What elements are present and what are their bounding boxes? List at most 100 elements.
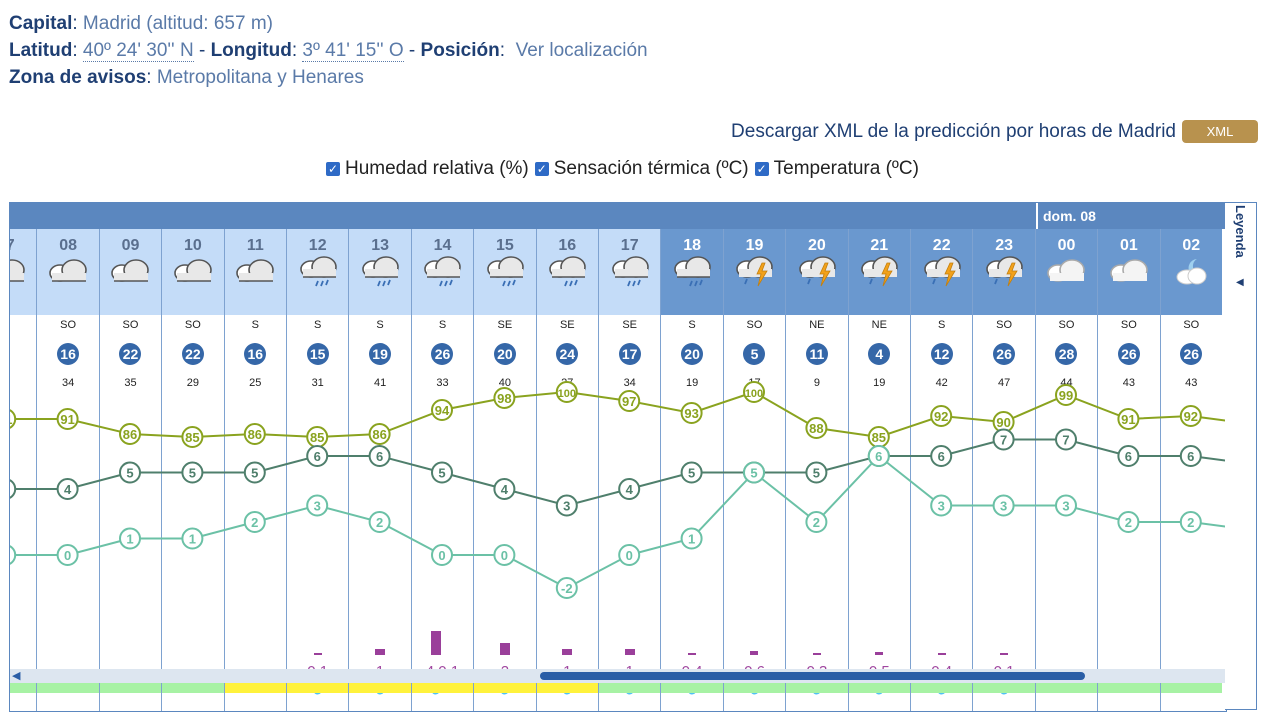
checkbox-checked-icon[interactable]: ✓ — [754, 162, 769, 176]
wind-speed: 11 — [805, 343, 828, 365]
download-xml-link[interactable]: Descargar XML de la predicción por horas… — [731, 120, 1176, 142]
hour-header: 19 — [723, 229, 786, 315]
hour-label: 23 — [995, 237, 1013, 254]
hour-header: 09 — [99, 229, 162, 315]
data-point: 7 — [992, 428, 1015, 451]
storm-icon — [980, 255, 1028, 294]
wind-gust: 40 — [498, 377, 511, 389]
wind-direction: SO — [746, 319, 763, 331]
hour-header: 16 — [536, 229, 598, 315]
storm-icon — [730, 255, 778, 294]
check-label: Temperatura (ºC) — [773, 158, 919, 179]
svg-text:5: 5 — [126, 466, 133, 481]
data-point: 88 — [805, 417, 828, 439]
data-point: 1 — [181, 527, 204, 550]
svg-text:6: 6 — [1125, 449, 1132, 464]
svg-text:2: 2 — [1187, 515, 1194, 530]
ver-localizacion-link[interactable]: Ver localización — [515, 40, 648, 61]
cloud-icon — [106, 255, 154, 290]
check-temperatura[interactable]: ✓ Temperatura (ºC) — [754, 158, 919, 180]
hour-label: 16 — [558, 237, 577, 254]
legend-toggle-icon[interactable]: ◀ — [1236, 277, 1244, 288]
wind-gust: 9 — [813, 377, 820, 389]
checkbox-checked-icon[interactable]: ✓ — [326, 162, 340, 176]
hour-header: 11 — [224, 229, 286, 315]
data-point: 3 — [992, 494, 1015, 517]
wind-speed: 5 — [743, 343, 766, 365]
precip-bar — [812, 653, 821, 655]
zona-label: Zona de avisos — [9, 67, 147, 88]
svg-text:5: 5 — [688, 466, 695, 481]
scroll-thumb[interactable] — [540, 672, 1085, 680]
cloud-icon — [231, 255, 279, 290]
hour-column: 22S12420.4💧 — [910, 229, 973, 711]
rain-icon — [356, 255, 404, 294]
svg-text:86: 86 — [248, 427, 262, 442]
wind-direction: SO — [122, 319, 139, 331]
rain-icon — [543, 255, 591, 294]
data-point: 91 — [56, 408, 79, 430]
svg-text:3: 3 — [563, 499, 570, 514]
checkbox-checked-icon[interactable]: ✓ — [534, 162, 549, 176]
xml-button[interactable]: XML — [1182, 120, 1258, 143]
check-label: Sensación térmica (ºC) — [553, 158, 749, 179]
rain-icon — [481, 255, 529, 294]
horizontal-scrollbar[interactable]: ◀ — [10, 669, 1226, 683]
svg-text:86: 86 — [123, 427, 137, 442]
wind-speed: 4 — [868, 343, 891, 365]
svg-text:85: 85 — [310, 430, 324, 445]
hourly-forecast-chart: dom. 08 0708SO163409SO223510SO222911S162… — [9, 202, 1227, 712]
data-point: 3 — [306, 494, 329, 517]
svg-text:5: 5 — [189, 466, 196, 481]
hour-label: 15 — [495, 237, 514, 254]
wind-direction: SO — [1058, 319, 1075, 331]
scroll-left-arrow-icon[interactable]: ◀ — [12, 670, 21, 682]
data-point: -2 — [555, 577, 578, 599]
wind-speed: 22 — [119, 343, 142, 365]
precip-bar — [875, 652, 884, 655]
hour-label: 22 — [932, 237, 951, 254]
wind-speed: 16 — [57, 343, 80, 365]
data-point: 85 — [181, 426, 204, 448]
hour-column: 00 SO 28 44 — [1034, 229, 1098, 711]
hour-header: 18 — [661, 229, 723, 315]
precip-bar — [750, 651, 759, 655]
svg-text:91: 91 — [10, 412, 12, 427]
pos-label: Posición — [420, 40, 500, 61]
wind-speed: 26 — [431, 343, 454, 365]
svg-text:7: 7 — [1062, 433, 1069, 448]
wind-speed: 12 — [930, 343, 953, 365]
svg-text:90: 90 — [996, 415, 1010, 430]
hour-header: 13 — [349, 229, 411, 315]
wind-gust: 47 — [997, 377, 1011, 389]
hour-column: 01 SO 26 43 — [1097, 229, 1160, 711]
hour-label: 11 — [246, 237, 264, 254]
series-checkboxes: ✓ Humedad relativa (%) ✓ Sensación térmica… — [326, 158, 925, 180]
check-sensacion[interactable]: ✓ Sensación térmica (ºC) — [534, 158, 749, 180]
date-bar: dom. 08 — [10, 203, 1226, 229]
data-point: 2 — [805, 511, 828, 533]
check-humedad[interactable]: ✓ Humedad relativa (%) — [326, 158, 529, 180]
data-point: 2 — [368, 511, 391, 533]
wind-direction: SO — [1183, 319, 1200, 331]
wind-direction: S — [376, 319, 384, 331]
wind-gust: 42 — [935, 377, 948, 389]
data-point: 93 — [680, 402, 703, 424]
legend-panel[interactable]: Leyenda ◀ — [1225, 202, 1257, 710]
data-point: 7 — [1055, 428, 1077, 451]
svg-text:6: 6 — [938, 449, 945, 464]
svg-text:100: 100 — [745, 388, 763, 400]
wind-speed: 26 — [993, 343, 1016, 365]
data-point: 100 — [555, 381, 578, 403]
svg-text:99: 99 — [1059, 388, 1073, 403]
cloud-night-icon — [1105, 255, 1153, 290]
wind-gust: 19 — [873, 377, 886, 389]
wind-speed: 20 — [681, 343, 704, 365]
svg-text:93: 93 — [684, 406, 698, 421]
data-point: 6 — [1117, 445, 1140, 467]
svg-text:2: 2 — [251, 515, 258, 530]
svg-text:1: 1 — [189, 532, 196, 547]
svg-text:2: 2 — [813, 515, 820, 530]
